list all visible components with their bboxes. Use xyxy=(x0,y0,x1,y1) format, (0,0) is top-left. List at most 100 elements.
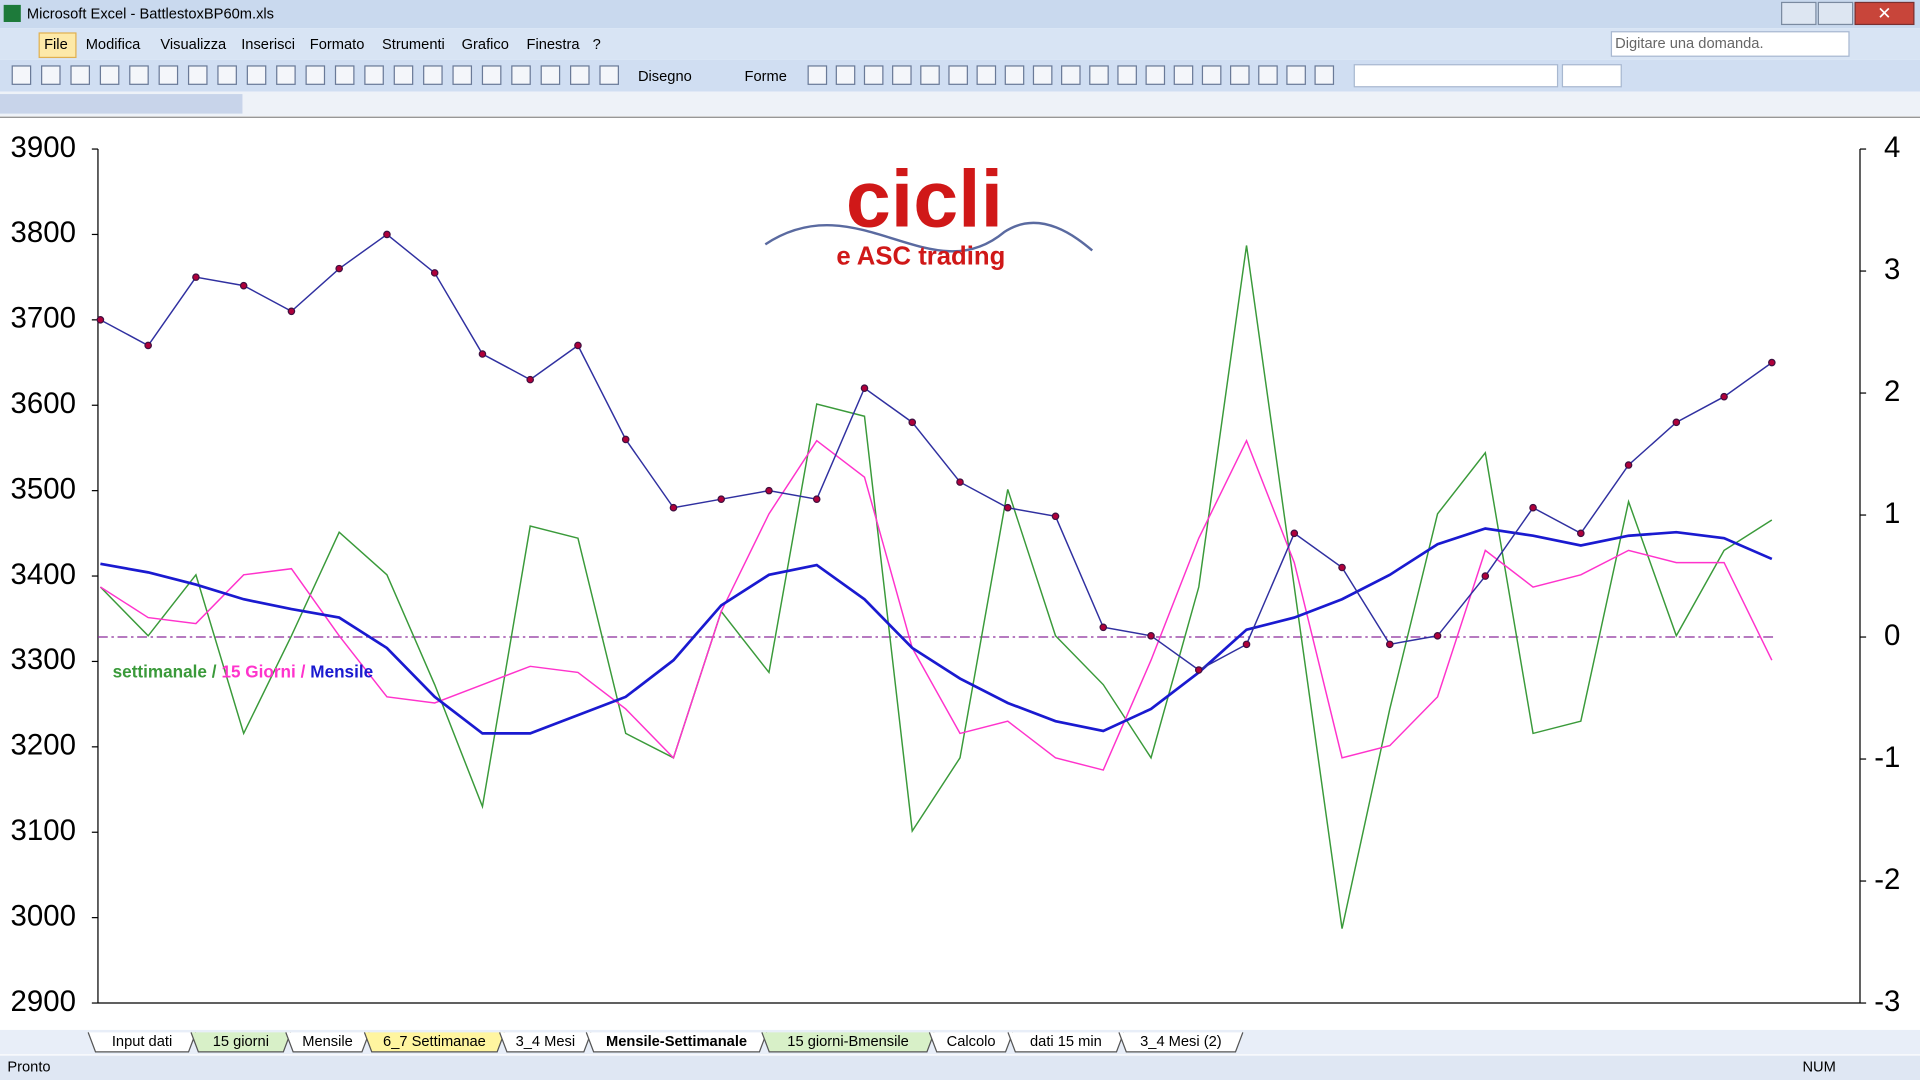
toolbar-icon[interactable] xyxy=(1230,65,1250,85)
sheet-tab-label: 3_4 Mesi (2) xyxy=(1140,1034,1222,1050)
price-marker xyxy=(1099,623,1108,632)
y-tick-label: 3400 xyxy=(11,558,76,591)
price-marker xyxy=(1242,640,1251,649)
price-marker xyxy=(96,316,105,324)
close-button[interactable] xyxy=(1854,1,1915,26)
price-marker xyxy=(287,307,296,316)
toolbar-icon[interactable] xyxy=(158,65,179,85)
sheet-tab[interactable] xyxy=(87,1032,197,1053)
y2-tick-label: -1 xyxy=(1874,741,1900,774)
toolbar-icon[interactable] xyxy=(511,65,531,85)
toolbar-icon[interactable] xyxy=(246,65,267,85)
price-marker xyxy=(526,375,534,384)
toolbar-icon[interactable] xyxy=(129,65,149,85)
toolbar-icon[interactable] xyxy=(1061,65,1081,85)
sheet-tab-label: Calcolo xyxy=(947,1034,996,1050)
minimize-button[interactable] xyxy=(1781,1,1817,26)
toolbar-icon[interactable] xyxy=(70,65,90,85)
toolbar-icon[interactable] xyxy=(863,65,884,85)
toolbar-icon[interactable] xyxy=(11,65,32,85)
menu-item[interactable]: Formato xyxy=(310,37,365,53)
status-left: Pronto xyxy=(7,1060,50,1076)
sheet-tab[interactable] xyxy=(190,1032,292,1053)
price-marker xyxy=(1290,529,1299,538)
toolbar-button[interactable]: Forme xyxy=(744,69,786,85)
toolbar-icon[interactable] xyxy=(920,65,940,85)
menu-item[interactable]: Inserisci xyxy=(241,37,295,53)
toolbar-icon[interactable] xyxy=(1117,65,1137,85)
toolbar-icon[interactable] xyxy=(423,65,443,85)
help-box[interactable] xyxy=(1610,31,1850,57)
price-marker xyxy=(192,273,200,281)
toolbar-icon[interactable] xyxy=(364,65,384,85)
toolbar-icon[interactable] xyxy=(892,65,912,85)
y2-tick-label: 0 xyxy=(1884,619,1900,652)
toolbar-icon[interactable] xyxy=(1173,65,1194,85)
toolbar-icon[interactable] xyxy=(1314,65,1335,85)
menu-item[interactable]: Visualizza xyxy=(160,37,227,53)
toolbar-icon[interactable] xyxy=(481,65,502,85)
toolbar-icon[interactable] xyxy=(41,65,61,85)
window-title: Microsoft Excel - BattlestoxBP60m.xls xyxy=(27,7,274,23)
toolbar-icon[interactable] xyxy=(452,65,473,85)
price-marker xyxy=(812,495,821,503)
toolbar-icon[interactable] xyxy=(540,65,561,85)
help-text: Digitare una domanda. xyxy=(1615,36,1763,52)
menu-item[interactable]: Grafico xyxy=(462,37,509,53)
toolbar-button[interactable]: Disegno xyxy=(638,69,692,85)
toolbar-icon[interactable] xyxy=(276,65,296,85)
toolbar-icon[interactable] xyxy=(807,65,828,85)
toolbar-icon[interactable] xyxy=(948,65,968,85)
toolbar-icon[interactable] xyxy=(570,65,590,85)
price-marker xyxy=(621,435,630,444)
price-marker xyxy=(239,281,248,290)
sheet-tab[interactable] xyxy=(1118,1032,1244,1053)
y-tick-label: 3800 xyxy=(11,216,76,249)
toolbar-icon[interactable] xyxy=(393,65,414,85)
toolbar-icon[interactable] xyxy=(217,65,237,85)
maximize-button[interactable] xyxy=(1817,1,1854,26)
sheet-tab[interactable] xyxy=(928,1032,1014,1053)
price-marker xyxy=(1194,666,1203,674)
toolbar-icon[interactable] xyxy=(334,65,355,85)
sheet-tab[interactable] xyxy=(285,1032,370,1053)
menu-item[interactable]: Strumenti xyxy=(382,37,445,53)
y2-tick-label: 4 xyxy=(1884,131,1900,164)
sheet-tab[interactable] xyxy=(499,1032,592,1053)
toolbar-icon[interactable] xyxy=(1089,65,1109,85)
menu-item[interactable]: Modifica xyxy=(86,37,141,53)
sheet-tab[interactable] xyxy=(761,1032,935,1053)
toolbar-icon[interactable] xyxy=(1201,65,1222,85)
menu-item[interactable]: Finestra xyxy=(527,37,581,53)
y2-tick-label: 2 xyxy=(1884,375,1900,408)
menu-item[interactable]: File xyxy=(44,37,68,53)
price-marker xyxy=(1433,632,1442,640)
toolbar-icon[interactable] xyxy=(1258,65,1278,85)
toolbar-icon[interactable] xyxy=(1286,65,1306,85)
y-tick-label: 2900 xyxy=(11,985,76,1018)
toolbar-icon[interactable] xyxy=(976,65,997,85)
sheet-tab-label: 6_7 Settimanae xyxy=(383,1034,486,1050)
size-box[interactable] xyxy=(1561,64,1622,88)
sheet-tab-label: Mensile xyxy=(302,1034,353,1050)
legend-separator: / xyxy=(212,663,217,682)
toolbar-icon[interactable] xyxy=(1145,65,1166,85)
sheet-tab[interactable] xyxy=(1007,1032,1125,1053)
name-box[interactable] xyxy=(0,94,243,114)
toolbar-icon[interactable] xyxy=(305,65,326,85)
toolbar-icon[interactable] xyxy=(599,65,619,85)
toolbar-icon[interactable] xyxy=(99,65,120,85)
toolbar-icon[interactable] xyxy=(835,65,856,85)
sheet-tab-label: Input dati xyxy=(112,1034,172,1050)
sheet-tab[interactable] xyxy=(363,1032,506,1053)
font-box[interactable] xyxy=(1353,64,1559,88)
y-tick-label: 3600 xyxy=(11,387,76,420)
toolbar-icon[interactable] xyxy=(187,65,208,85)
toolbar-icon[interactable] xyxy=(1004,65,1025,85)
toolbar-icon[interactable] xyxy=(1032,65,1053,85)
sheet-tab[interactable] xyxy=(585,1032,768,1053)
menu-item[interactable]: ? xyxy=(593,37,601,53)
y2-tick-label: 3 xyxy=(1884,253,1900,286)
price-marker xyxy=(908,418,917,427)
